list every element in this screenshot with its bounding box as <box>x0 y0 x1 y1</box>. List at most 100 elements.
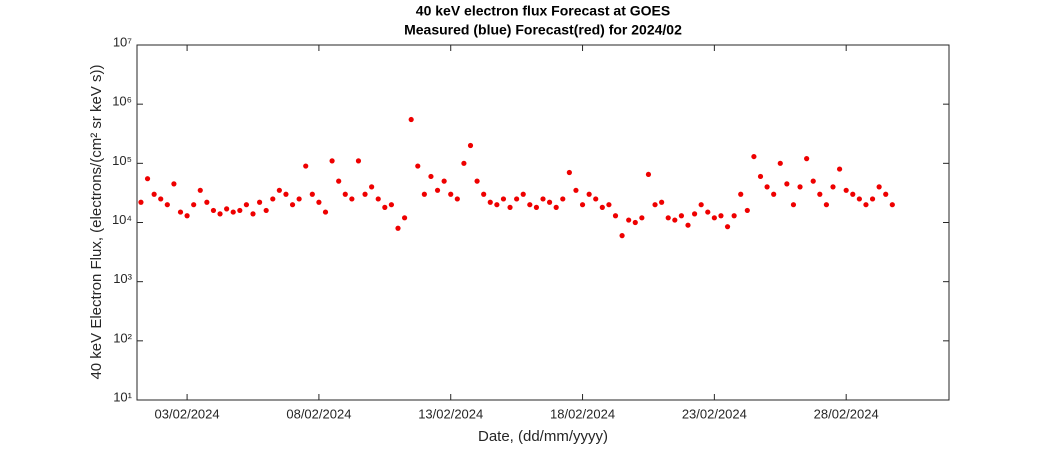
data-point <box>566 169 572 176</box>
x-tick-label: 03/02/2024 <box>155 406 220 421</box>
data-point <box>797 184 803 190</box>
data-point <box>883 191 889 197</box>
data-point <box>599 204 605 210</box>
data-point <box>401 215 408 221</box>
data-point <box>362 191 368 197</box>
data-point <box>197 187 203 193</box>
data-point <box>349 196 355 202</box>
data-point <box>659 199 665 205</box>
x-tick-label: 13/02/2024 <box>418 406 483 421</box>
data-point <box>705 209 711 215</box>
data-point <box>836 166 843 172</box>
data-point <box>560 196 566 202</box>
data-point <box>144 176 151 182</box>
data-point <box>573 187 579 193</box>
data-point <box>270 196 276 202</box>
data-point <box>164 202 170 208</box>
data-point <box>593 196 599 202</box>
data-point <box>784 181 790 187</box>
data-point <box>665 215 671 221</box>
data-point <box>224 206 230 212</box>
data-point <box>869 196 876 202</box>
data-point <box>296 196 302 202</box>
y-tick-label: 10⁶ <box>112 94 132 109</box>
data-point <box>283 191 289 197</box>
data-point <box>355 158 362 164</box>
data-point <box>303 163 309 169</box>
data-point <box>850 191 856 197</box>
y-tick-label: 10⁴ <box>112 212 132 227</box>
data-point <box>863 202 869 208</box>
data-point <box>342 191 348 197</box>
data-point <box>263 207 269 214</box>
x-axis-label: Date, (dd/mm/yyyy) <box>478 428 608 445</box>
data-point <box>626 217 632 223</box>
data-point <box>474 178 480 184</box>
data-point <box>191 202 197 208</box>
data-point <box>777 160 783 166</box>
data-point <box>382 204 388 210</box>
data-point <box>533 204 540 210</box>
chart-subtitle: Measured (blue) Forecast(red) for 2024/0… <box>404 22 682 38</box>
data-point <box>454 196 460 202</box>
data-point <box>177 209 184 215</box>
data-point <box>639 215 645 221</box>
data-point <box>645 171 652 178</box>
data-point <box>520 191 526 197</box>
data-point <box>243 202 250 208</box>
data-point <box>309 191 315 197</box>
data-point <box>217 211 223 217</box>
data-point <box>138 199 144 205</box>
data-point <box>467 142 474 149</box>
data-point <box>744 207 750 214</box>
data-point <box>606 202 612 208</box>
data-point <box>369 184 375 190</box>
data-point <box>711 215 717 221</box>
y-tick-label: 10² <box>113 330 132 345</box>
data-point <box>586 191 592 197</box>
data-point <box>678 213 685 219</box>
data-point <box>764 184 770 190</box>
data-point <box>685 222 691 228</box>
data-point <box>718 213 724 219</box>
data-point <box>210 207 217 214</box>
data-point <box>810 178 816 184</box>
data-point <box>823 202 830 208</box>
data-point <box>757 173 764 180</box>
data-point <box>171 181 177 187</box>
data-point <box>434 187 441 193</box>
y-tick-label: 10⁵ <box>112 153 132 168</box>
data-point <box>481 191 487 197</box>
data-point <box>632 219 638 226</box>
data-point <box>817 191 823 197</box>
data-point <box>652 202 658 208</box>
data-point <box>876 184 882 190</box>
x-tick-label: 18/02/2024 <box>550 406 615 421</box>
data-point <box>619 233 625 239</box>
data-point <box>289 202 296 208</box>
chart-title: 40 keV electron flux Forecast at GOES <box>416 3 670 19</box>
data-point <box>507 204 513 210</box>
data-point <box>579 202 586 208</box>
data-point <box>698 202 704 208</box>
data-point <box>514 196 520 202</box>
data-point <box>612 213 619 219</box>
data-point <box>421 191 427 197</box>
x-tick-label: 28/02/2024 <box>814 406 879 421</box>
data-point <box>441 178 447 184</box>
y-tick-label: 10¹ <box>113 389 132 404</box>
data-point <box>494 202 500 208</box>
data-point <box>388 202 395 208</box>
data-point <box>336 178 342 184</box>
data-point <box>395 225 401 231</box>
data-point <box>546 199 553 205</box>
data-point <box>151 191 157 197</box>
y-axis-label: 40 keV Electron Flux, (electrons/(cm² sr… <box>88 64 105 379</box>
data-point <box>724 224 731 230</box>
data-point <box>415 163 421 169</box>
x-tick-label: 23/02/2024 <box>682 406 747 421</box>
data-point <box>256 199 263 205</box>
data-point <box>738 191 744 197</box>
data-point <box>790 202 797 208</box>
